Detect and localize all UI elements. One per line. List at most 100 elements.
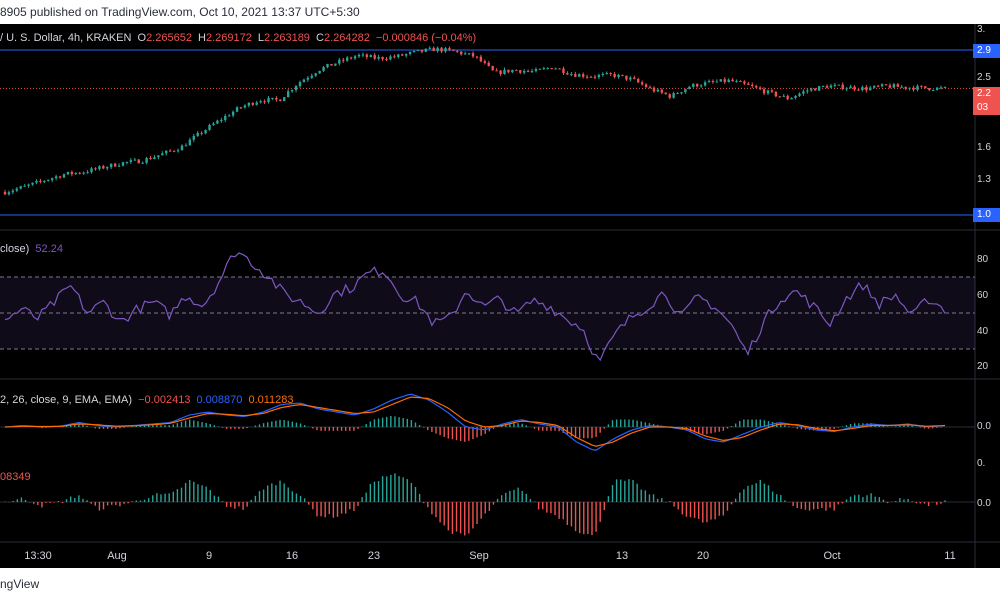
candle-body [519, 70, 522, 73]
change-value: −0.000846 (−0.04%) [375, 32, 477, 44]
candle-body [393, 56, 396, 58]
chart-canvas[interactable] [0, 24, 1000, 568]
publish-info: 8905 published on TradingView.com, Oct 1… [0, 5, 360, 19]
candle-body [74, 172, 77, 175]
candle-body [676, 93, 679, 95]
publish-header: 8905 published on TradingView.com, Oct 1… [0, 0, 1000, 24]
time-tick: Aug [107, 550, 127, 562]
candle-body [802, 91, 805, 94]
candle-body [593, 76, 597, 78]
candle-body [420, 49, 424, 52]
candle-body [515, 69, 518, 71]
candle-body [526, 71, 530, 73]
candle-body [306, 77, 310, 80]
candle-body [920, 85, 923, 87]
candle-body [247, 102, 251, 106]
candle-body [460, 51, 463, 55]
candle-body [373, 55, 376, 59]
candle-body [735, 81, 738, 83]
histogram-legend: 08349 [0, 471, 34, 483]
candle-body [86, 172, 89, 174]
candle-body [554, 68, 557, 70]
candle-body [692, 83, 695, 87]
candle-body [727, 79, 730, 83]
candle-body [814, 88, 817, 91]
rsi-value: 52.24 [35, 243, 63, 255]
candle-body [153, 157, 156, 160]
candle-body [833, 84, 837, 86]
candle-body [377, 56, 380, 59]
candle-body [3, 191, 7, 195]
candle-body [672, 93, 675, 98]
candle-body [416, 49, 420, 51]
candle-body [747, 83, 750, 85]
candle-body [283, 97, 286, 102]
candle-body [943, 86, 947, 88]
macd-value: 0.008870 [196, 394, 243, 406]
candle-body [279, 99, 282, 102]
chart-area[interactable]: / U. S. Dollar, 4h, KRAKEN O2.265652 H2.… [0, 24, 1000, 568]
candle-body [39, 180, 42, 182]
rsi-tick: 60 [977, 290, 989, 301]
candle-body [475, 56, 479, 58]
candle-body [310, 75, 313, 78]
candle-body [31, 182, 34, 185]
candle-body [227, 115, 231, 117]
candle-body [298, 82, 302, 87]
candle-body [334, 63, 337, 66]
candle-body [751, 84, 754, 87]
candle-body [408, 52, 412, 54]
candle-body [235, 107, 239, 112]
candle-body [385, 59, 388, 61]
candle-body [251, 102, 254, 105]
candle-body [522, 71, 526, 73]
candle-body [255, 102, 258, 105]
level-badge: 1.0 [973, 208, 1000, 222]
candle-body [133, 159, 136, 161]
time-tick: 11 [944, 550, 956, 562]
candle-body [562, 68, 565, 74]
candle-body [121, 162, 125, 166]
candle-body [908, 87, 911, 89]
candle-body [530, 71, 534, 73]
time-tick: 20 [696, 550, 710, 562]
candle-body [35, 180, 38, 183]
candle-body [401, 54, 404, 56]
candle-body [349, 57, 353, 59]
level-badge: 2.9 [973, 44, 1000, 58]
rsi-label: close) [0, 243, 30, 255]
candle-body [625, 75, 628, 80]
candle-body [102, 166, 105, 169]
candle-body [54, 176, 58, 179]
candle-body [70, 171, 74, 175]
candle-body [904, 86, 907, 89]
candle-body [456, 50, 459, 52]
candle-body [231, 111, 235, 116]
candle-body [629, 77, 632, 80]
candle-body [869, 87, 872, 91]
time-tick: 9 [205, 550, 213, 562]
candle-body [267, 98, 270, 103]
candle-body [314, 73, 317, 76]
macd-hist-value: −0.002413 [138, 394, 191, 406]
candle-body [353, 56, 357, 59]
candle-body [912, 87, 915, 90]
candle-body [361, 54, 365, 56]
candle-body [499, 70, 502, 75]
candle-body [538, 68, 542, 70]
candle-body [578, 74, 581, 77]
candle-body [880, 84, 884, 87]
candle-body [546, 68, 549, 70]
candle-body [302, 79, 306, 83]
close-value: 2.264282 [323, 32, 370, 44]
candle-body [82, 172, 85, 174]
candle-body [389, 56, 392, 60]
candle-body [696, 83, 699, 87]
candle-body [239, 107, 243, 109]
candle-body [782, 95, 785, 97]
candle-body [145, 158, 148, 163]
candle-body [853, 86, 856, 90]
candle-body [857, 89, 860, 91]
candle-body [404, 53, 408, 56]
candle-body [78, 172, 81, 174]
